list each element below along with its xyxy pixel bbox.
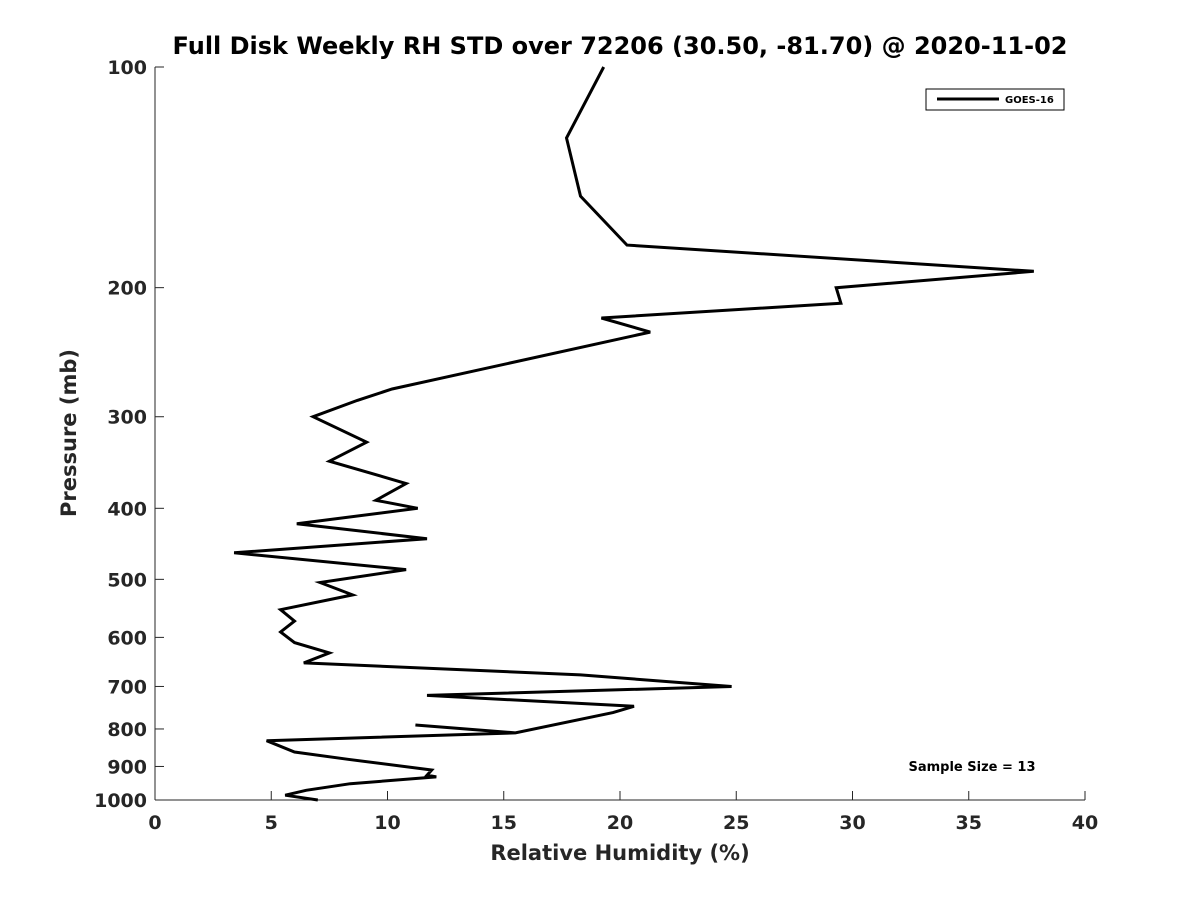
y-tick-label: 400 [107, 498, 147, 520]
x-tick-label: 10 [374, 812, 400, 834]
y-axis-ticks: 100 200 300 400 500 600 700 800 900 1000 [94, 57, 164, 812]
x-tick-label: 30 [839, 812, 865, 834]
y-tick-label: 100 [107, 57, 147, 79]
series-layer [233, 66, 1034, 802]
x-tick-label: 35 [956, 812, 982, 834]
series-line-goes-16 [233, 66, 1034, 802]
y-tick-label: 700 [107, 676, 147, 698]
y-axis-label: Pressure (mb) [57, 349, 81, 517]
legend: GOES-16 [925, 88, 1065, 111]
x-axis-ticks: 0 5 10 15 20 25 30 35 40 [148, 791, 1098, 834]
x-tick-label: 5 [265, 812, 278, 834]
chart-title: Full Disk Weekly RH STD over 72206 (30.5… [173, 32, 1068, 60]
x-tick-label: 25 [723, 812, 749, 834]
x-tick-label: 0 [148, 812, 161, 834]
y-tick-label: 800 [107, 719, 147, 741]
y-tick-label: 200 [107, 278, 147, 300]
x-tick-label: 15 [491, 812, 517, 834]
y-tick-label: 900 [107, 756, 147, 778]
y-tick-label: 500 [107, 569, 147, 591]
y-tick-label: 1000 [94, 790, 147, 812]
sample-size-annotation: Sample Size = 13 [908, 760, 1035, 775]
y-tick-label: 300 [107, 407, 147, 429]
y-tick-label: 600 [107, 627, 147, 649]
x-tick-label: 20 [607, 812, 633, 834]
x-tick-label: 40 [1072, 812, 1098, 834]
x-axis-label: Relative Humidity (%) [490, 841, 749, 865]
legend-label-goes-16: GOES-16 [1005, 95, 1054, 106]
